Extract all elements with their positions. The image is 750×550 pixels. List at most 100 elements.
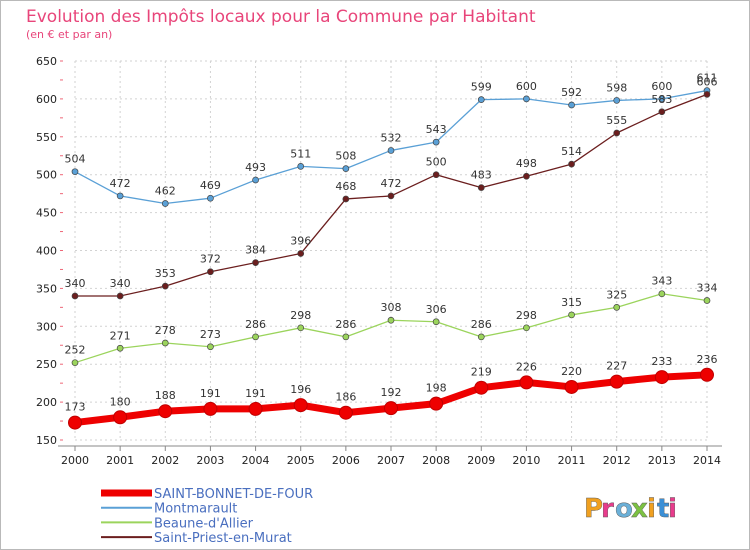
data-point [523, 95, 530, 103]
data-label: 599 [471, 81, 492, 94]
logo-letter: x [631, 494, 648, 524]
data-label: 325 [606, 288, 627, 301]
y-tick-label: 350 [36, 282, 57, 295]
data-point [71, 168, 79, 176]
data-point [432, 318, 440, 326]
data-point [158, 404, 173, 419]
chart-subtitle: (en € et par an) [26, 28, 112, 41]
data-label: 340 [65, 277, 86, 290]
data-point [432, 171, 440, 179]
data-label: 180 [110, 395, 131, 408]
y-tick-label: 250 [36, 358, 57, 371]
data-point [429, 396, 444, 411]
data-label: 500 [426, 156, 447, 169]
data-point [613, 304, 621, 311]
data-point [384, 401, 398, 416]
data-label: 468 [335, 180, 356, 193]
data-label: 592 [561, 86, 582, 99]
data-point [161, 200, 169, 207]
x-tick-label: 2008 [422, 454, 450, 467]
data-point [68, 415, 82, 430]
data-point [113, 410, 128, 425]
data-labels: 173 180 188 191 191 196 186 192 198 219 226 220 227 2… [65, 72, 718, 414]
data-point [568, 311, 575, 319]
data-point [387, 316, 395, 324]
data-point [252, 333, 259, 341]
data-point [477, 184, 485, 191]
axes: 150 200 250 300 350 400 450 500 550 600 650 2000 200… [36, 55, 722, 467]
data-point [252, 176, 259, 184]
data-point [387, 192, 395, 200]
data-point [71, 359, 79, 367]
y-tick-label: 500 [36, 169, 57, 182]
data-point [568, 160, 575, 168]
y-tick-label: 450 [36, 207, 57, 220]
data-point [387, 147, 395, 154]
x-tick-label: 2011 [558, 454, 586, 467]
x-tick-label: 2006 [332, 454, 360, 467]
logo-letter: o [615, 494, 633, 524]
y-tick-label: 300 [36, 320, 57, 333]
y-tick-label: 150 [36, 434, 57, 447]
data-label: 462 [155, 185, 176, 198]
data-label: 191 [200, 387, 221, 400]
data-point [203, 401, 218, 416]
data-label: 343 [651, 275, 672, 288]
x-tick-label: 2002 [151, 454, 179, 467]
series-saint-bonnet-de-four [68, 367, 714, 430]
data-label: 384 [245, 244, 266, 257]
data-point [116, 192, 124, 200]
data-label: 472 [381, 177, 402, 190]
data-label: 286 [471, 318, 492, 331]
data-point [161, 339, 169, 347]
data-label: 508 [335, 150, 356, 163]
data-point [658, 290, 666, 298]
data-label: 600 [516, 80, 537, 93]
series-group [68, 87, 714, 430]
data-label: 271 [110, 329, 131, 342]
data-label: 611 [697, 72, 718, 85]
data-point [252, 259, 259, 266]
series-saint-priest-en-murat [71, 91, 711, 300]
logo-letter: i [647, 494, 656, 524]
logo-letter: r [601, 494, 614, 524]
chart-title: Evolution des Impôts locaux pour la Comm… [26, 7, 536, 27]
data-point [523, 324, 530, 332]
y-tick-label: 200 [36, 396, 57, 409]
data-label: 226 [516, 360, 537, 373]
data-label: 334 [697, 282, 718, 295]
data-label: 286 [335, 318, 356, 331]
data-label: 298 [290, 309, 311, 322]
data-label: 353 [155, 267, 176, 280]
data-point [519, 375, 534, 390]
x-tick-label: 2005 [287, 454, 315, 467]
y-tick-label: 550 [36, 131, 57, 144]
y-tick-label: 650 [36, 55, 57, 68]
data-label: 472 [110, 177, 131, 190]
data-label: 227 [606, 360, 627, 373]
y-tick-label: 400 [36, 245, 57, 258]
x-tick-label: 2009 [467, 454, 495, 467]
data-label: 196 [290, 383, 311, 396]
data-label: 191 [245, 387, 266, 400]
data-point [293, 398, 308, 413]
data-label: 340 [110, 277, 131, 290]
logo-letter: t [657, 494, 669, 524]
data-point [613, 129, 621, 137]
logo-letter: i [668, 494, 677, 524]
data-point [654, 370, 669, 385]
data-label: 396 [290, 235, 311, 248]
legend-label: Saint-Priest-en-Murat [154, 531, 292, 546]
data-point [71, 292, 79, 300]
x-tick-label: 2010 [512, 454, 540, 467]
x-tick-label: 2014 [693, 454, 721, 467]
data-point [297, 163, 305, 170]
data-label: 543 [426, 123, 447, 136]
data-label: 511 [290, 147, 311, 160]
data-label: 483 [471, 169, 492, 182]
data-point [703, 91, 711, 98]
proxiti-logo: Pr ox i ti [584, 494, 677, 524]
data-label: 306 [426, 303, 447, 316]
data-label: 493 [245, 161, 266, 174]
